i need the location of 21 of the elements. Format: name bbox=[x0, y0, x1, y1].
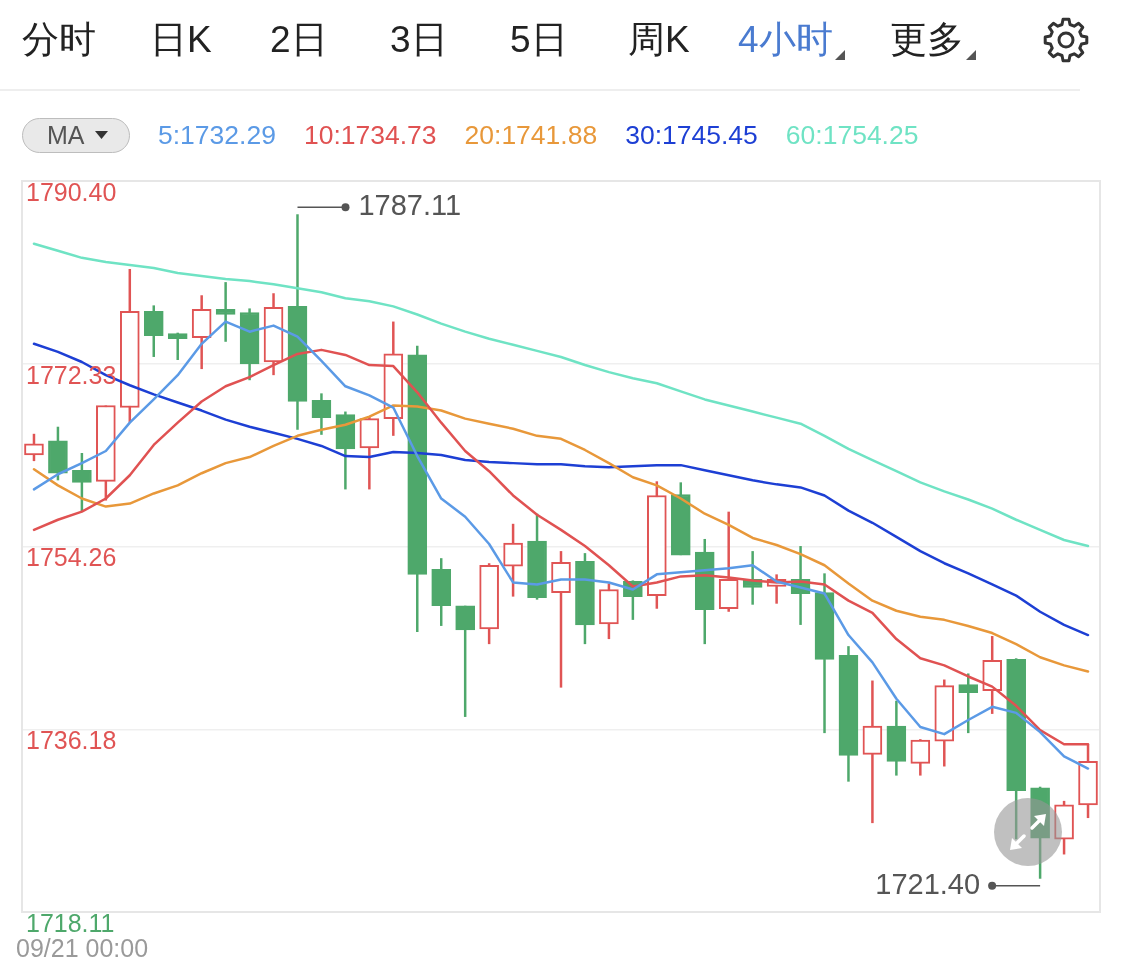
text: 分时 bbox=[22, 19, 96, 60]
text: 2日 bbox=[270, 19, 328, 60]
legend-title: MA bbox=[47, 120, 85, 150]
y-tick-label: 1718.11 bbox=[26, 908, 115, 937]
y-tick-label: 1754.26 bbox=[26, 543, 117, 572]
annotation: 1787.11 bbox=[358, 189, 462, 222]
text: 周K bbox=[628, 19, 690, 60]
text: 09/21 00:00 bbox=[16, 934, 149, 963]
text: 更多 bbox=[890, 19, 964, 60]
y-tick-label: 1736.18 bbox=[26, 726, 117, 755]
text: 5日 bbox=[510, 19, 568, 60]
text: 日K bbox=[150, 19, 212, 60]
text: 20:1741.88 bbox=[464, 119, 598, 151]
text: 60:1754.25 bbox=[785, 119, 919, 151]
text: 3日 bbox=[390, 19, 448, 60]
annotation: 1721.40 bbox=[875, 867, 981, 900]
text: 10:1734.73 bbox=[303, 119, 437, 151]
text: 4小时 bbox=[738, 19, 833, 60]
text: 30:1745.45 bbox=[625, 119, 758, 151]
text: 5:1732.29 bbox=[158, 119, 276, 151]
y-tick-label: 1790.40 bbox=[26, 177, 117, 206]
